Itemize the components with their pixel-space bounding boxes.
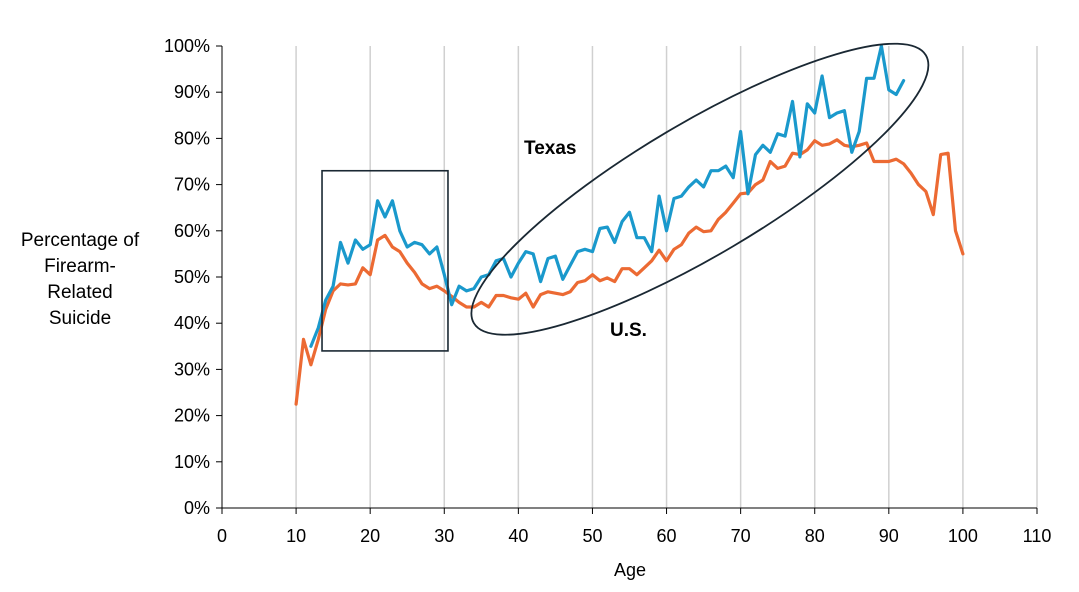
y-tick-label: 30% bbox=[174, 359, 210, 379]
gridlines bbox=[295, 46, 1038, 508]
y-tick-label: 20% bbox=[174, 406, 210, 426]
x-axis-title: Age bbox=[614, 560, 646, 580]
y-tick-label: 0% bbox=[184, 498, 210, 518]
annotation-layer: Texas U.S. bbox=[321, 42, 930, 352]
y-tick-label: 40% bbox=[174, 313, 210, 333]
x-tick-label: 0 bbox=[217, 526, 227, 546]
us-label: U.S. bbox=[610, 320, 647, 341]
y-axis-title: Percentage of Firearm- Related Suicide bbox=[20, 230, 140, 329]
x-tick-label: 50 bbox=[582, 526, 602, 546]
x-tick-label: 80 bbox=[805, 526, 825, 546]
x-tick-label: 60 bbox=[657, 526, 677, 546]
x-tick-label: 10 bbox=[286, 526, 306, 546]
y-tick-label: 10% bbox=[174, 452, 210, 472]
series-line-texas bbox=[309, 44, 906, 348]
y-tick-label: 90% bbox=[174, 82, 210, 102]
x-tick-label: 20 bbox=[360, 526, 380, 546]
series-layer bbox=[294, 44, 965, 406]
x-tick-label: 90 bbox=[879, 526, 899, 546]
highlight-box bbox=[321, 169, 449, 352]
x-tick-label: 40 bbox=[508, 526, 528, 546]
y-tick-label: 80% bbox=[174, 128, 210, 148]
x-tick-label: 110 bbox=[1023, 526, 1052, 546]
series-line-us bbox=[294, 138, 965, 406]
axes: 0% 10% 20% 30% 40% 50% 60% 70% 80% 90% 100% 0 10 20 30… bbox=[164, 36, 1051, 546]
y-tick-label: 50% bbox=[174, 267, 210, 287]
y-tick-label: 100% bbox=[164, 36, 210, 56]
x-tick-label: 70 bbox=[731, 526, 751, 546]
highlight-ellipse bbox=[470, 42, 930, 336]
x-tick-label: 30 bbox=[434, 526, 454, 546]
y-tick-label: 70% bbox=[174, 175, 210, 195]
texas-label: Texas bbox=[524, 138, 576, 159]
y-tick-label: 60% bbox=[174, 221, 210, 241]
x-tick-label: 100 bbox=[948, 526, 978, 546]
